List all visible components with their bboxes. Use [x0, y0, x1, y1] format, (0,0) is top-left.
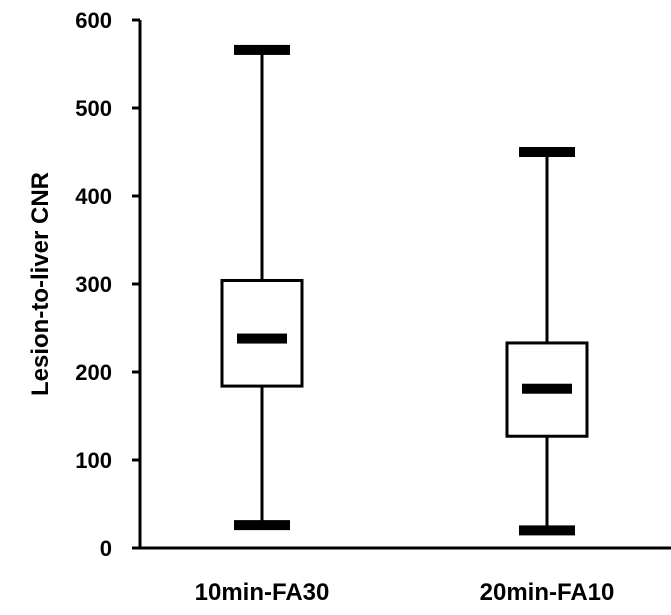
x-tick-label: 20min-FA10: [480, 579, 615, 606]
y-tick-label: 600: [75, 8, 112, 33]
y-tick-label: 0: [100, 536, 112, 561]
median-marker: [522, 383, 572, 394]
box-2: [505, 147, 589, 536]
median-marker: [237, 333, 287, 344]
y-tick-label: 500: [75, 96, 112, 121]
y-tick-label: 300: [75, 272, 112, 297]
y-tick-label: 100: [75, 448, 112, 473]
x-tick-label: 10min-FA30: [195, 579, 330, 606]
x-axis-tick-labels: 10min-FA30 20min-FA10: [195, 579, 615, 606]
max-cap: [234, 44, 290, 55]
min-cap: [519, 525, 575, 536]
min-cap: [234, 520, 290, 531]
y-axis-label: Lesion-to-liver CNR: [27, 172, 54, 396]
iqr-box: [220, 278, 304, 388]
box-1: [220, 44, 304, 531]
y-axis-ticks: 0 100 200 300 400 500 600: [75, 8, 140, 561]
y-tick-label: 200: [75, 360, 112, 385]
max-cap: [519, 147, 575, 157]
y-tick-label: 400: [75, 184, 112, 209]
box-series: [220, 44, 589, 536]
